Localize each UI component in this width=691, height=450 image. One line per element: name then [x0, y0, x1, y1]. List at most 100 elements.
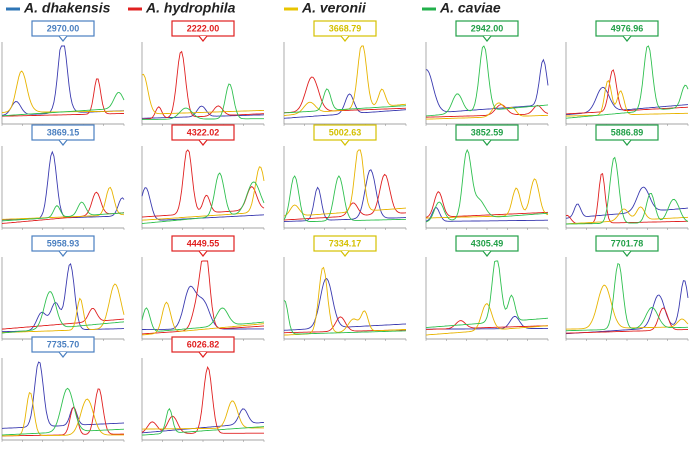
spectrum-trace	[141, 172, 265, 224]
spectrum-trace	[2, 150, 125, 221]
panel: 7701.78	[565, 235, 689, 341]
label-pointer	[198, 35, 208, 42]
spectrum-trace	[141, 83, 264, 120]
spectrum-trace	[283, 169, 406, 222]
legend-label: A. veronii	[301, 0, 367, 16]
spectrum-trace	[1, 92, 125, 117]
spectrum-trace	[283, 299, 407, 335]
peak-label: 5002.63	[329, 127, 362, 137]
panel: 3852.59	[425, 124, 549, 230]
panel: 5002.63	[283, 124, 407, 230]
spectrum-trace	[141, 73, 264, 115]
spectrum-trace	[565, 186, 689, 219]
spectrum-trace	[565, 69, 689, 115]
spectrum-trace	[425, 45, 549, 117]
spectrum-trace	[426, 102, 549, 120]
peak-label: 2222.00	[187, 23, 220, 33]
label-pointer	[482, 35, 492, 42]
peak-label: 5958.93	[47, 238, 80, 248]
spectrum-trace	[566, 80, 688, 117]
spectrum-trace	[566, 263, 688, 332]
spectrum-trace	[425, 148, 549, 223]
panel: 2222.00	[141, 20, 265, 126]
label-pointer	[58, 250, 68, 257]
spectrum-trace	[425, 58, 549, 113]
spectrum-trace	[1, 201, 125, 222]
spectrum-trace	[425, 191, 549, 218]
spectrum-trace	[425, 260, 549, 329]
label-pointer	[58, 35, 68, 42]
spectrum-trace	[1, 45, 125, 116]
spectrum-trace	[1, 361, 125, 429]
label-pointer	[340, 139, 350, 146]
peak-label: 7701.78	[611, 238, 644, 248]
spectrum-trace	[425, 207, 548, 222]
label-pointer	[482, 139, 492, 146]
panel: 7334.17	[283, 235, 407, 341]
peak-label: 4976.96	[611, 23, 644, 33]
spectrum-trace	[2, 78, 124, 117]
spectrum-trace	[425, 303, 549, 336]
label-pointer	[198, 139, 208, 146]
spectrum-trace	[141, 366, 264, 434]
spectrum-trace	[142, 285, 264, 330]
spectrum-trace	[1, 387, 125, 436]
spectrum-trace	[283, 149, 407, 217]
peak-label: 4449.55	[187, 238, 220, 248]
spectrum-trace	[565, 206, 689, 225]
spectrum-trace	[426, 178, 549, 219]
spectrum-trace	[283, 45, 407, 116]
spectrum-trace	[142, 50, 264, 120]
spectrum-trace	[283, 76, 407, 114]
spectrum-trace	[566, 156, 689, 225]
panel: 3869.15	[1, 124, 125, 230]
label-pointer	[198, 351, 208, 358]
spectrum-trace	[1, 263, 124, 333]
spectrum-trace	[565, 280, 689, 335]
peak-label: 3869.15	[47, 127, 80, 137]
spectrum-trace	[283, 175, 407, 222]
spectrum-trace	[565, 45, 689, 119]
peak-label: 7735.70	[47, 339, 80, 349]
label-pointer	[622, 139, 632, 146]
spectrum-trace	[141, 301, 265, 336]
spectrum-trace	[426, 320, 548, 330]
legend-label: A. hydrophila	[145, 0, 236, 16]
spectrum-trace	[2, 392, 124, 437]
spectrum-trace	[141, 166, 265, 221]
spectrum-trace	[142, 400, 264, 430]
peak-label: 4322.02	[187, 127, 220, 137]
label-pointer	[58, 351, 68, 358]
label-pointer	[482, 250, 492, 257]
peak-label: 2970.00	[47, 23, 80, 33]
legend-label: A. caviae	[439, 0, 501, 16]
spectrum-trace	[141, 149, 265, 218]
panel: 4449.55	[141, 235, 265, 341]
panel: 5886.89	[565, 124, 689, 230]
spectrum-trace	[283, 88, 407, 114]
spectrum-trace	[1, 191, 125, 224]
spectrum-trace	[1, 291, 125, 334]
legend-label: A. dhakensis	[23, 0, 111, 16]
spectrum-trace	[1, 283, 125, 334]
spectrum-trace	[141, 307, 265, 332]
peak-label: 2942.00	[471, 23, 504, 33]
panel: 4305.49	[425, 235, 549, 341]
peak-label: 4305.49	[471, 238, 504, 248]
spectrum-trace	[565, 173, 688, 225]
peak-label: 3668.79	[329, 23, 362, 33]
label-pointer	[198, 250, 208, 257]
spectrum-trace	[283, 93, 407, 119]
label-pointer	[58, 139, 68, 146]
label-pointer	[340, 35, 350, 42]
spectrum-trace	[141, 187, 265, 221]
peak-label: 3852.59	[471, 127, 504, 137]
label-pointer	[622, 250, 632, 257]
label-pointer	[622, 35, 632, 42]
panel: 4976.96	[565, 20, 689, 126]
spectrum-trace	[1, 186, 125, 220]
panel: 6026.82	[141, 336, 265, 442]
spectrum-trace	[1, 307, 125, 330]
peak-label: 7334.17	[329, 238, 362, 248]
